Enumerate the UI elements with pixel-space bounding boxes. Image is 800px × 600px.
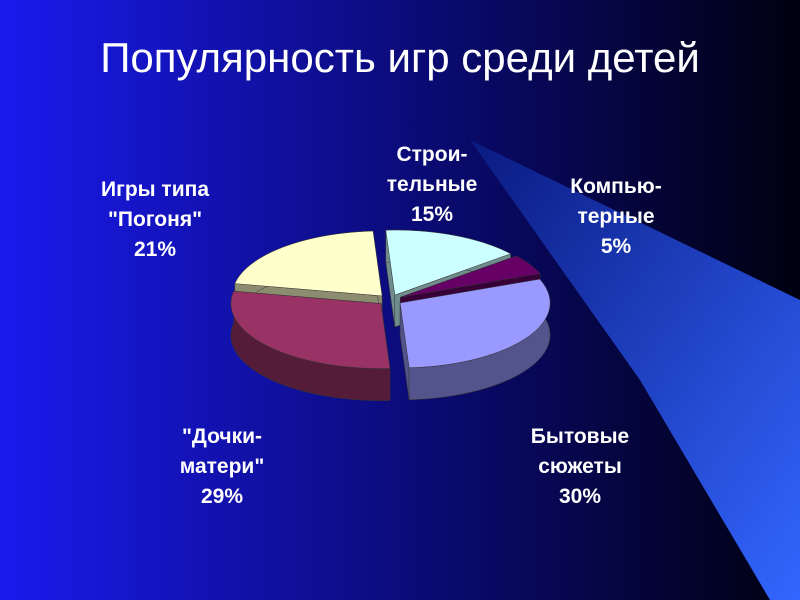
slice xyxy=(400,255,541,298)
slice-label: Компью- терные 5% xyxy=(526,172,706,262)
category-label: Бытовые сюжеты xyxy=(530,425,630,478)
category-label: Компью- терные xyxy=(570,175,662,228)
slice xyxy=(234,230,383,297)
category-label: "Дочки- матери" xyxy=(179,425,265,478)
slice xyxy=(399,278,551,369)
decor-wedge xyxy=(470,140,800,600)
slice-label: Строи- тельные 15% xyxy=(342,140,522,230)
value-label: 5% xyxy=(600,235,632,258)
category-label: Строи- тельные xyxy=(386,143,478,196)
value-label: 21% xyxy=(133,238,177,261)
value-label: 15% xyxy=(410,203,454,226)
value-label: 29% xyxy=(200,485,244,508)
value-label: 30% xyxy=(558,485,602,508)
slice xyxy=(385,229,512,296)
slice xyxy=(230,290,391,369)
slice-label: "Дочки- матери" 29% xyxy=(132,422,312,512)
category-label: Игры типа "Погоня" xyxy=(101,178,209,231)
chart-title: Популярность игр среди детей xyxy=(100,34,700,81)
slice-label: Игры типа "Погоня" 21% xyxy=(65,175,245,265)
slice-label: Бытовые сюжеты 30% xyxy=(490,422,670,512)
